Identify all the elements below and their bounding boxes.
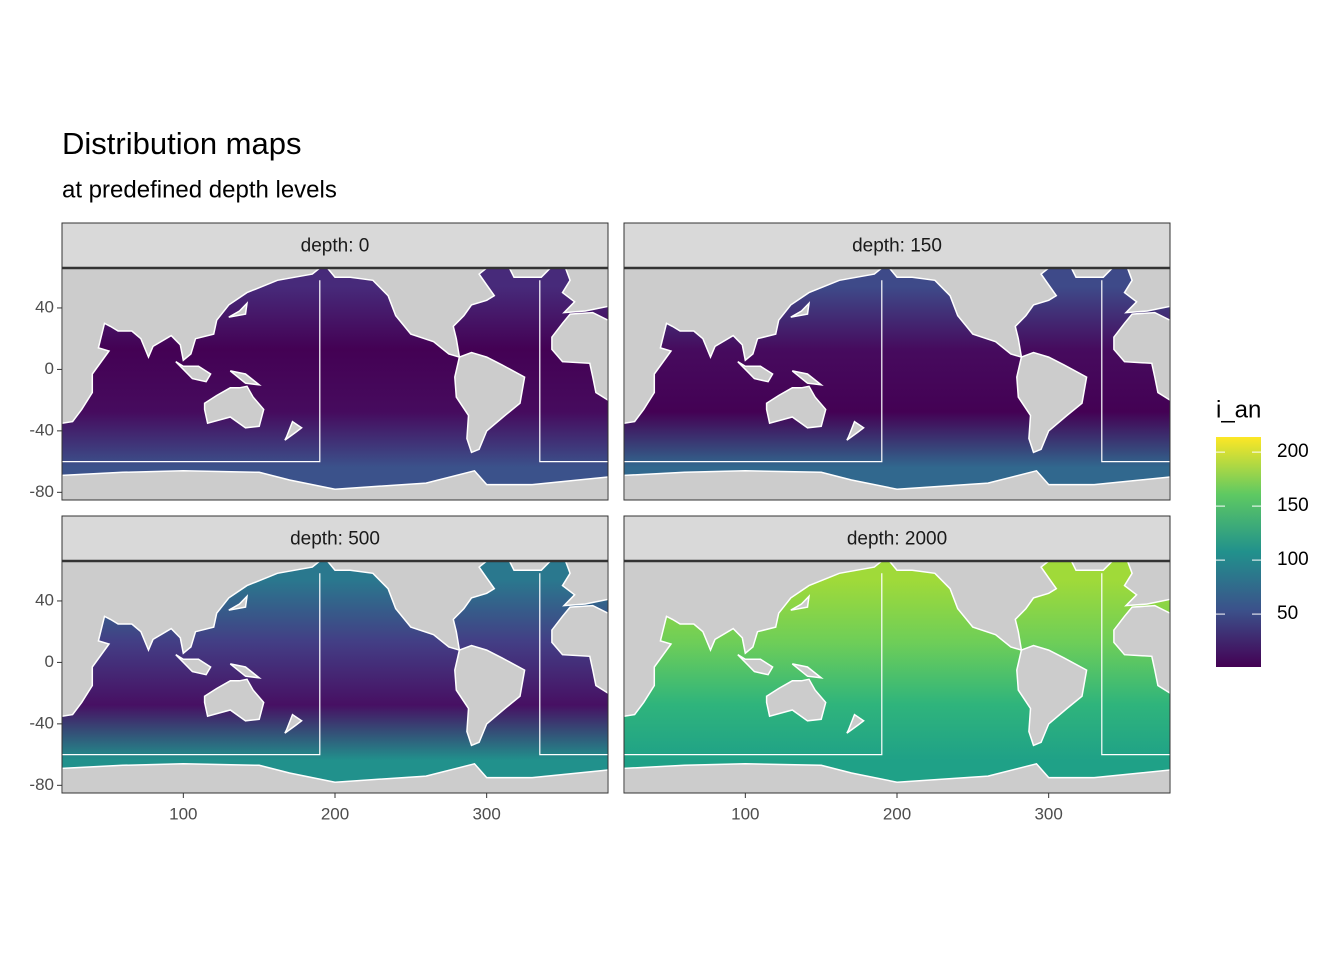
land	[1113, 311, 1170, 401]
land	[561, 561, 608, 607]
land	[62, 268, 321, 424]
y-tick-label: 40	[35, 590, 54, 609]
x-tick-label: 100	[169, 804, 197, 823]
land	[1070, 268, 1114, 278]
land	[765, 385, 827, 429]
land	[62, 469, 608, 500]
land	[1123, 561, 1170, 607]
facet-strip	[623, 515, 1171, 562]
land	[1016, 644, 1088, 747]
land	[1070, 561, 1114, 571]
land	[1123, 268, 1170, 314]
land	[284, 420, 303, 441]
facet-strip	[61, 222, 609, 269]
land	[765, 678, 827, 722]
land	[229, 663, 262, 679]
facet-label: depth: 150	[852, 236, 942, 257]
land	[284, 713, 303, 734]
land	[62, 561, 321, 717]
land	[454, 644, 526, 747]
chart-subtitle: at predefined depth levels	[62, 176, 337, 203]
region-boundary	[62, 280, 321, 463]
land	[228, 594, 249, 611]
y-tick-label: -80	[29, 482, 54, 501]
x-tick-label: 200	[321, 804, 349, 823]
land	[508, 561, 552, 571]
chart-title: Distribution maps	[62, 126, 301, 161]
y-tick-label: -80	[29, 775, 54, 794]
facet-label: depth: 0	[301, 236, 370, 257]
colorbar	[1216, 437, 1261, 667]
land	[203, 385, 265, 429]
land	[624, 762, 1170, 793]
land	[229, 370, 262, 386]
x-tick-label: 300	[1034, 804, 1062, 823]
y-tick-label: 0	[45, 652, 54, 671]
map-panel	[624, 268, 1170, 500]
land	[846, 713, 865, 734]
region-boundary	[539, 573, 608, 756]
region-boundary	[624, 280, 883, 463]
land	[737, 654, 774, 676]
land	[175, 654, 212, 676]
land	[1016, 351, 1088, 454]
land	[454, 351, 526, 454]
facet-label: depth: 2000	[847, 529, 947, 550]
land	[790, 594, 811, 611]
land	[624, 469, 1170, 500]
y-tick-label: -40	[29, 420, 54, 439]
land	[551, 604, 608, 694]
land	[326, 561, 496, 652]
x-tick-label: 200	[883, 804, 911, 823]
land	[737, 361, 774, 383]
colorbar-label: 150	[1277, 495, 1309, 516]
land	[790, 301, 811, 318]
land	[228, 301, 249, 318]
x-tick-label: 100	[731, 804, 759, 823]
facet-label: depth: 500	[290, 529, 380, 550]
land	[888, 561, 1058, 652]
map-panel	[624, 561, 1170, 793]
x-tick-label: 300	[472, 804, 500, 823]
land	[551, 311, 608, 401]
y-tick-label: 0	[45, 359, 54, 378]
region-boundary	[62, 573, 321, 756]
land	[508, 268, 552, 278]
land	[1113, 604, 1170, 694]
facet-strip	[623, 222, 1171, 269]
y-tick-label: -40	[29, 713, 54, 732]
facet-strip	[61, 515, 609, 562]
land	[62, 762, 608, 793]
colorbar-label: 200	[1277, 441, 1309, 462]
land	[326, 268, 496, 359]
legend-title: i_an	[1216, 396, 1261, 423]
map-panel	[62, 268, 608, 500]
region-boundary	[1101, 573, 1170, 756]
colorbar-label: 100	[1277, 549, 1309, 570]
land	[846, 420, 865, 441]
land	[561, 268, 608, 314]
map-panel	[62, 561, 608, 793]
land	[175, 361, 212, 383]
land	[888, 268, 1058, 359]
region-boundary	[539, 280, 608, 463]
y-tick-label: 40	[35, 297, 54, 316]
land	[203, 678, 265, 722]
land	[791, 370, 824, 386]
land	[791, 663, 824, 679]
land	[624, 268, 883, 424]
land	[624, 561, 883, 717]
colorbar-label: 50	[1277, 603, 1298, 624]
region-boundary	[624, 573, 883, 756]
region-boundary	[1101, 280, 1170, 463]
